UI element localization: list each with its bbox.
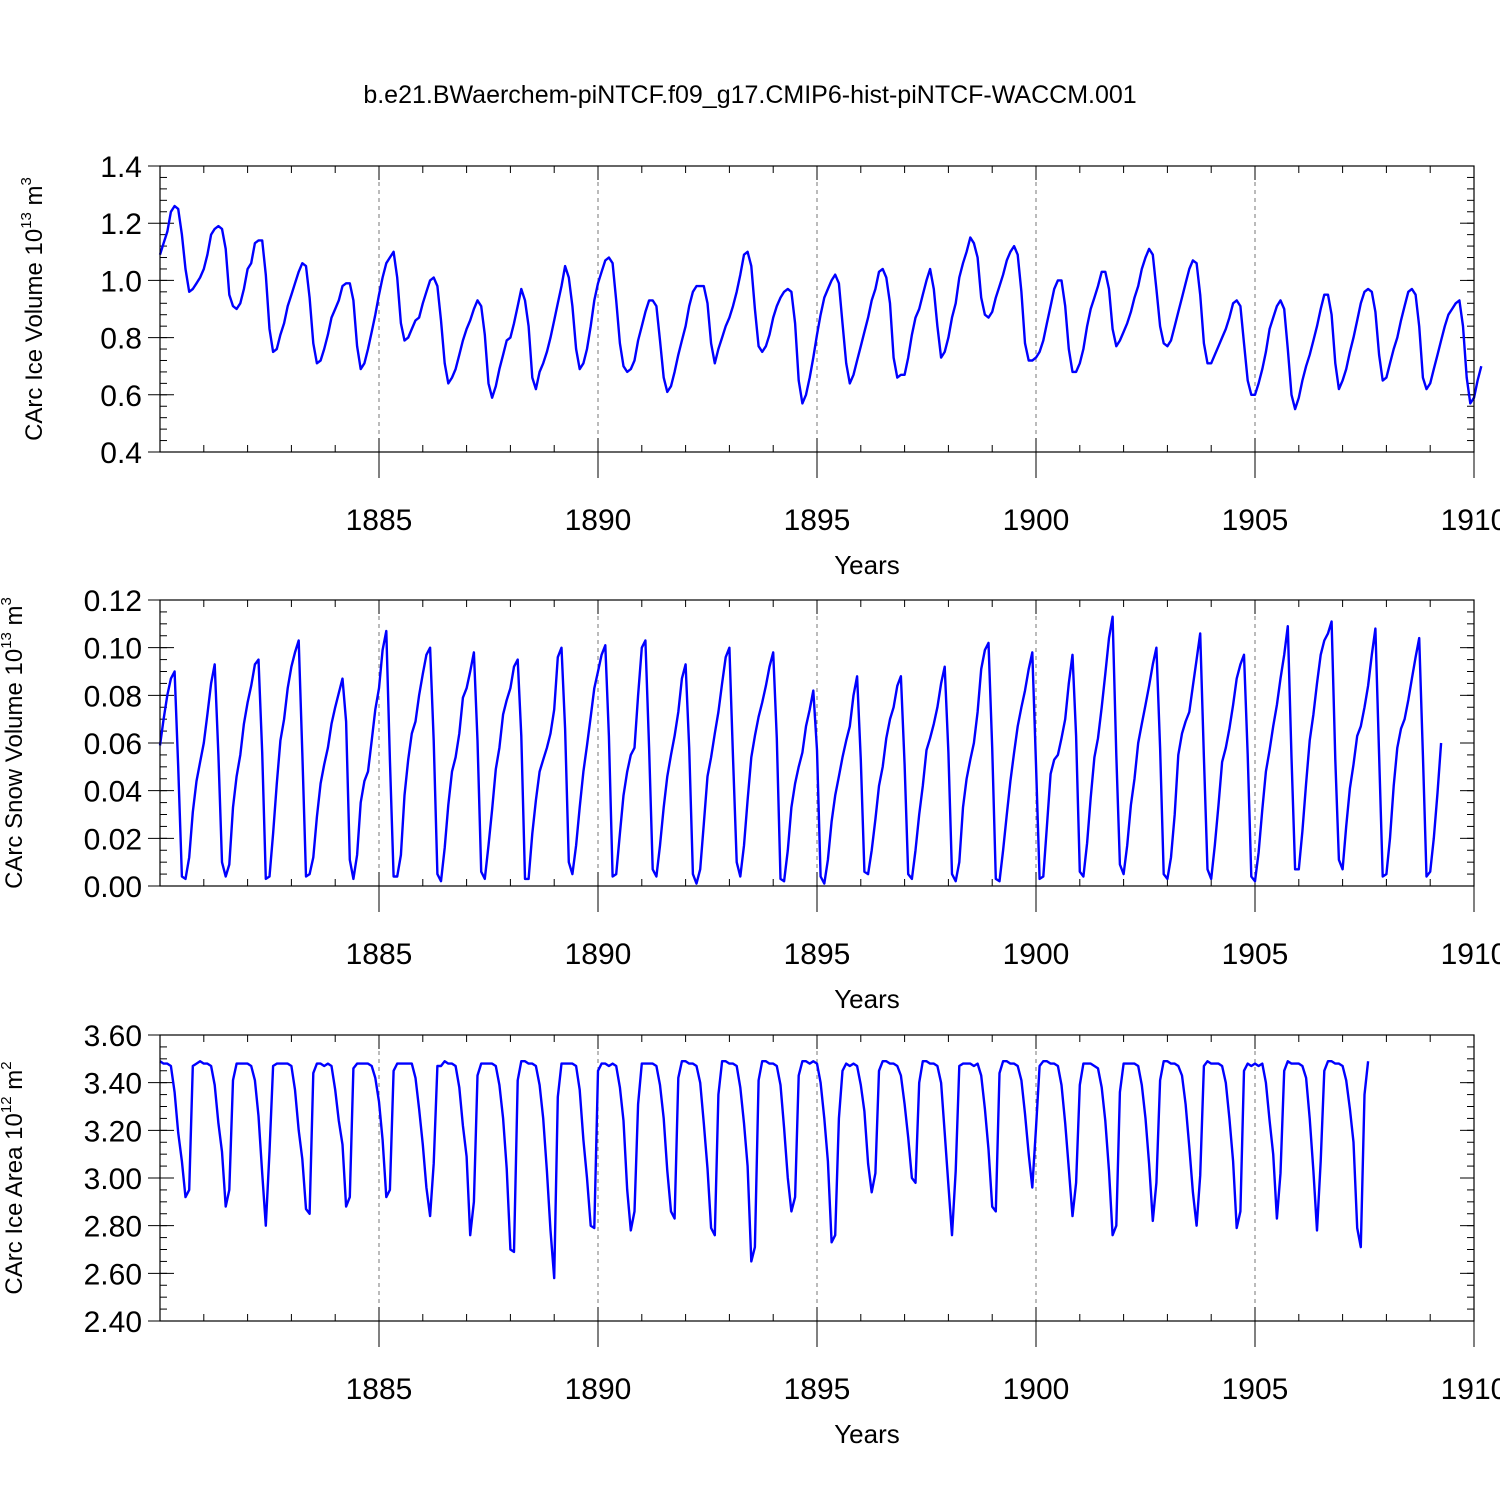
y-axis-label-exponent: 13 xyxy=(18,212,35,229)
y-axis-label-exponent: 12 xyxy=(0,1096,15,1113)
y-axis-label: CArc Ice Area 1012 m2 xyxy=(0,1061,28,1294)
series-line-ice-volume xyxy=(158,204,1483,411)
y-tick-label: 1.4 xyxy=(100,151,142,184)
x-tick-label: 1890 xyxy=(565,938,632,971)
figure-title: b.e21.BWaerchem-piNTCF.f09_g17.CMIP6-his… xyxy=(363,81,1136,109)
y-tick-label: 0.06 xyxy=(84,728,142,761)
plot-frame xyxy=(159,165,1475,453)
y-axis-label-exponent: 3 xyxy=(0,597,15,605)
x-axis-label: Years xyxy=(834,1419,900,1449)
y-axis-label-exponent: 13 xyxy=(0,632,15,649)
plot-frame xyxy=(159,1034,1475,1322)
y-axis-label-part: m xyxy=(21,185,48,212)
x-tick-label: 1905 xyxy=(1222,938,1289,971)
y-axis-label-exponent: 3 xyxy=(18,177,35,185)
y-tick-label: 3.60 xyxy=(84,1020,142,1053)
y-tick-label: 1.2 xyxy=(100,208,142,241)
x-tick-label: 1900 xyxy=(1003,504,1070,537)
x-axis-label: Years xyxy=(834,984,900,1014)
y-axis-label-part: CArc Snow Volume 10 xyxy=(1,649,28,889)
x-tick-label: 1910 xyxy=(1441,504,1500,537)
y-tick-label: 3.40 xyxy=(84,1068,142,1101)
y-tick-label: 2.60 xyxy=(84,1258,142,1291)
y-axis-label: CArc Ice Volume 1013 m3 xyxy=(18,177,48,441)
x-tick-label: 1895 xyxy=(784,504,851,537)
series-line-snow-volume xyxy=(158,615,1443,885)
y-tick-label: 0.08 xyxy=(84,680,142,713)
y-tick-label: 0.4 xyxy=(100,437,142,470)
y-tick-label: 2.80 xyxy=(84,1211,142,1244)
x-tick-label: 1895 xyxy=(784,1373,851,1406)
panel-ice-area: 2.40 2.60 2.80 3.00 3.20 3.40 3.60 1885 1890 1895… xyxy=(0,1020,1500,1449)
y-tick-label: 3.00 xyxy=(84,1163,142,1196)
x-tick-label: 1910 xyxy=(1441,938,1500,971)
x-tick-label: 1895 xyxy=(784,938,851,971)
x-tick-label: 1885 xyxy=(346,938,413,971)
y-tick-label: 0.00 xyxy=(84,871,142,904)
y-axis-label-part: CArc Ice Area 10 xyxy=(1,1113,28,1294)
panels: 0.4 0.6 0.8 1.0 1.2 1.4 1885 1890 1895 1900 1905 19… xyxy=(0,151,1500,1449)
y-tick-label: 3.20 xyxy=(84,1115,142,1148)
y-tick-label: 0.02 xyxy=(84,823,142,856)
x-tick-label: 1900 xyxy=(1003,1373,1070,1406)
y-tick-label: 0.12 xyxy=(84,585,142,618)
x-tick-label: 1890 xyxy=(565,1373,632,1406)
x-tick-label: 1885 xyxy=(346,1373,413,1406)
x-axis-label: Years xyxy=(834,550,900,580)
y-tick-label: 0.8 xyxy=(100,323,142,356)
y-tick-label: 0.10 xyxy=(84,633,142,666)
y-tick-label: 2.40 xyxy=(84,1306,142,1339)
panel-snow-volume: 0.00 0.02 0.04 0.06 0.08 0.10 0.12 1885 1890 1895… xyxy=(0,585,1500,1014)
x-tick-label: 1900 xyxy=(1003,938,1070,971)
plot-frame xyxy=(159,599,1475,887)
series-line-ice-area xyxy=(159,1059,1370,1280)
y-tick-label: 1.0 xyxy=(100,265,142,298)
y-axis-label: CArc Snow Volume 1013 m3 xyxy=(0,597,28,889)
y-axis-label-part: m xyxy=(1,605,28,632)
panel-ice-volume: 0.4 0.6 0.8 1.0 1.2 1.4 1885 1890 1895 1900 1905 19… xyxy=(18,151,1500,580)
y-axis-label-part: CArc Ice Volume 10 xyxy=(21,229,48,441)
x-tick-label: 1905 xyxy=(1222,504,1289,537)
y-axis-label-part: m xyxy=(1,1070,28,1097)
y-tick-label: 0.04 xyxy=(84,776,142,809)
x-tick-label: 1905 xyxy=(1222,1373,1289,1406)
x-tick-label: 1910 xyxy=(1441,1373,1500,1406)
y-tick-label: 0.6 xyxy=(100,380,142,413)
x-tick-label: 1885 xyxy=(346,504,413,537)
y-axis-label-exponent: 2 xyxy=(0,1061,15,1069)
x-tick-label: 1890 xyxy=(565,504,632,537)
